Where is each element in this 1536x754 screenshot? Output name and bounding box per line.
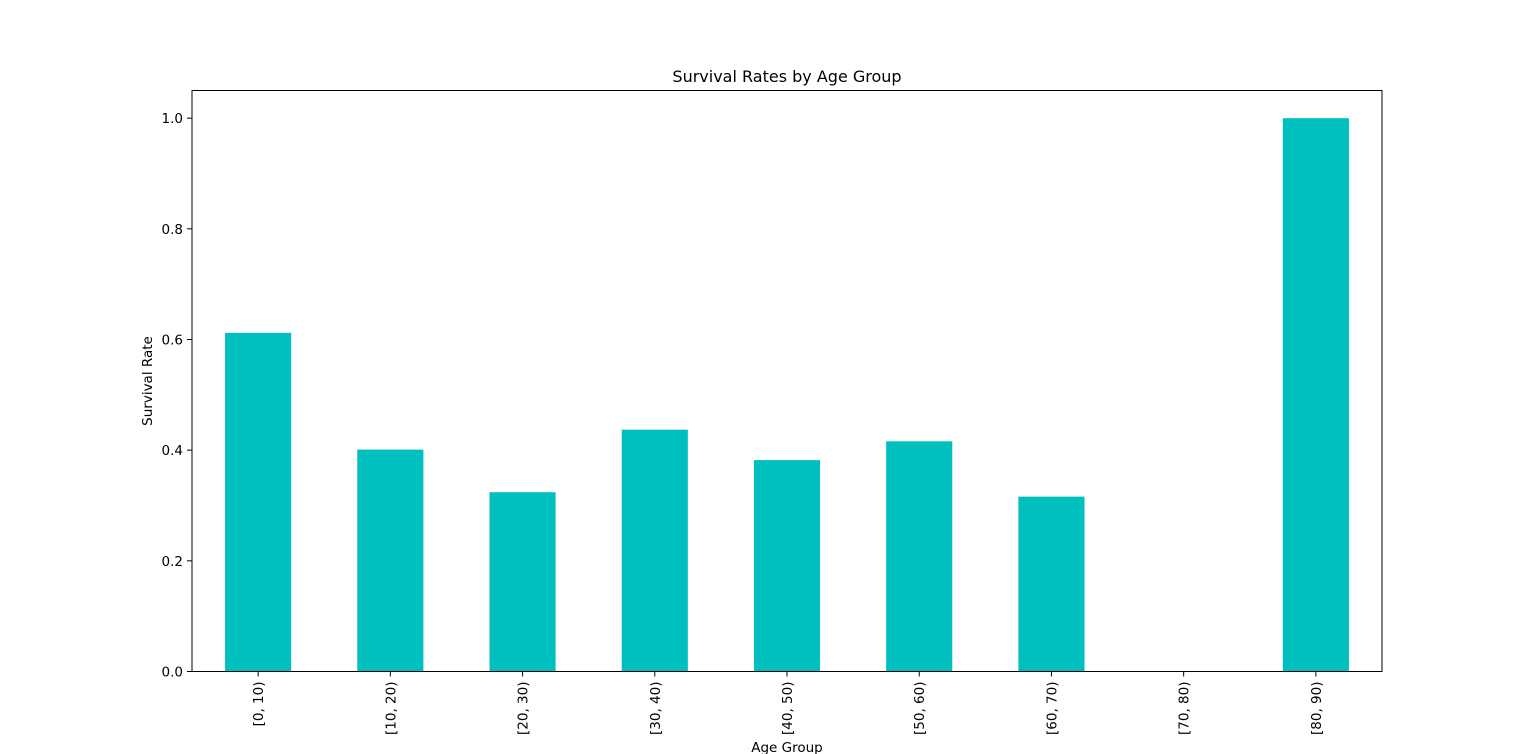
bars-group <box>225 118 1349 672</box>
bar <box>621 429 688 672</box>
x-tick-label: [20, 30) <box>516 682 532 735</box>
y-tick-label: 0.4 <box>162 443 183 459</box>
x-tick-label: [40, 50) <box>780 682 796 735</box>
chart-title: Survival Rates by Age Group <box>672 67 901 86</box>
y-tick-label: 0.2 <box>162 554 183 570</box>
plot-frame <box>191 90 1383 672</box>
x-tick-label: [10, 20) <box>383 682 399 735</box>
x-tick-label: [80, 90) <box>1309 682 1325 735</box>
bar <box>1018 496 1085 672</box>
y-tick-label: 1.0 <box>162 111 183 127</box>
y-tick-label: 0.6 <box>162 333 183 349</box>
x-axis-ticks: [0, 10) [10, 20) [20, 30) [30, 40) [40, 50) [… <box>251 671 1325 735</box>
x-tick-label: [0, 10) <box>251 682 267 727</box>
x-tick-label: [30, 40) <box>648 682 664 735</box>
x-tick-label: [70, 80) <box>1177 682 1193 735</box>
bar <box>225 332 292 672</box>
x-tick-label: [50, 60) <box>912 682 928 735</box>
y-axis-label: Survival Rate <box>140 336 156 426</box>
bar <box>886 441 953 672</box>
bar <box>489 492 556 672</box>
y-axis-ticks: 0.0 0.2 0.4 0.6 0.8 1.0 <box>162 111 192 681</box>
y-tick-label: 0.8 <box>162 222 183 238</box>
x-tick-label: [60, 70) <box>1044 682 1060 735</box>
bar <box>753 460 821 672</box>
bar <box>1282 118 1349 672</box>
bar <box>357 449 424 672</box>
x-axis-label: Age Group <box>751 740 823 754</box>
y-tick-label: 0.0 <box>162 665 183 681</box>
